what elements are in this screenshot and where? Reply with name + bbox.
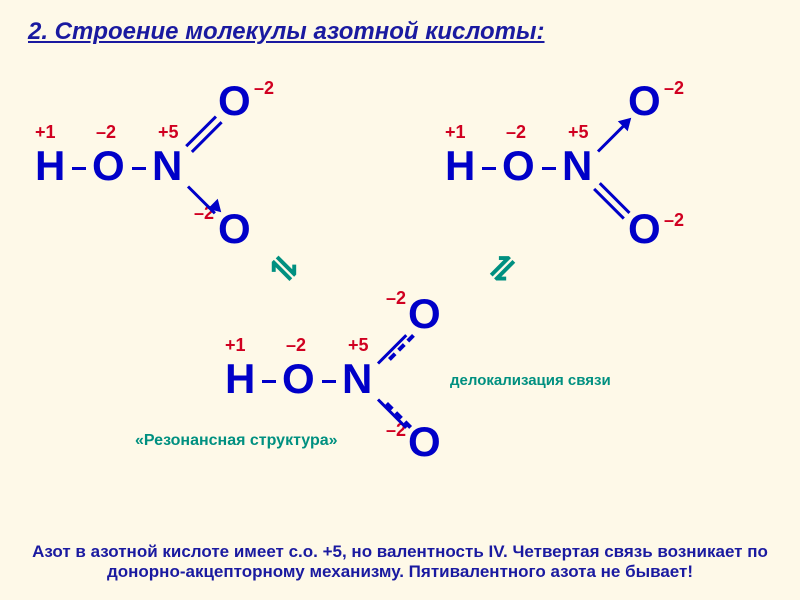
ox-n: +5	[568, 122, 589, 143]
footer-text: Азот в азотной кислоте имеет с.о. +5, но…	[0, 542, 800, 582]
atom-o: O	[218, 80, 251, 122]
ox-o: –2	[386, 288, 406, 309]
atom-n: N	[342, 358, 372, 400]
atom-h: H	[35, 145, 65, 187]
ox-o: –2	[286, 335, 306, 356]
ox-h: +1	[445, 122, 466, 143]
ox-n: +5	[348, 335, 369, 356]
bond-single	[72, 167, 86, 170]
atom-o: O	[408, 293, 441, 335]
atom-h: H	[445, 145, 475, 187]
atom-o: O	[408, 421, 441, 463]
atom-o: O	[218, 208, 251, 250]
atom-n: N	[152, 145, 182, 187]
page-title: 2. Строение молекулы азотной кислоты:	[28, 18, 545, 46]
ox-n: +5	[158, 122, 179, 143]
atom-o: O	[502, 145, 535, 187]
ox-o: –2	[664, 78, 684, 99]
equilibrium-arrows: ⇌	[260, 244, 308, 292]
ox-h: +1	[225, 335, 246, 356]
note-resonance: «Резонансная структура»	[135, 432, 338, 450]
bond-single	[262, 380, 276, 383]
atom-o: O	[628, 208, 661, 250]
atom-o: O	[628, 80, 661, 122]
ox-o: –2	[664, 210, 684, 231]
equilibrium-arrows: ⇌	[478, 244, 526, 292]
ox-o: –2	[96, 122, 116, 143]
bond-single	[377, 334, 407, 364]
atom-h: H	[225, 358, 255, 400]
note-deloc: делокализация связи	[450, 372, 611, 389]
atom-o: O	[282, 358, 315, 400]
ox-o: –2	[506, 122, 526, 143]
ox-h: +1	[35, 122, 56, 143]
bond-single	[542, 167, 556, 170]
bond-single	[482, 167, 496, 170]
ox-o: –2	[254, 78, 274, 99]
atom-n: N	[562, 145, 592, 187]
bond-single	[322, 380, 336, 383]
atom-o: O	[92, 145, 125, 187]
bond-single	[132, 167, 146, 170]
